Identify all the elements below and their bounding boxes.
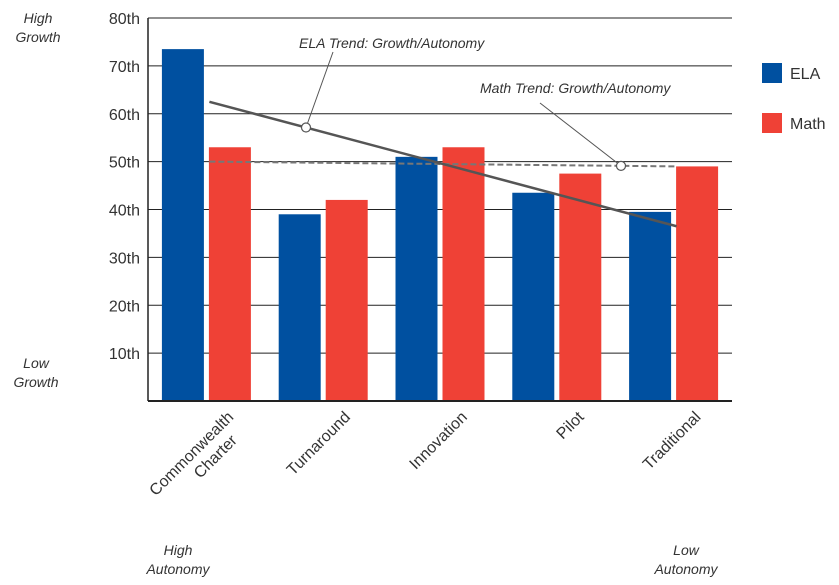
low-growth-annotation: Low Growth — [13, 355, 58, 390]
legend-swatch-math — [762, 113, 782, 133]
ela-trend-label: ELA Trend: Growth/Autonomy — [299, 35, 485, 51]
x-tick-label: Turnaround — [284, 409, 354, 479]
bar-ela — [629, 211, 672, 401]
x-tick-label: CommonwealthCharter — [147, 409, 251, 513]
low-autonomy-annotation-line: Low — [673, 542, 700, 558]
ela-trend-marker — [300, 122, 312, 133]
x-tick-label-line: Innovation — [407, 409, 471, 473]
high-growth-annotation-line: Growth — [15, 29, 60, 45]
math-trend-label: Math Trend: Growth/Autonomy — [480, 80, 671, 96]
y-tick-label: 70th — [109, 59, 140, 76]
y-tick-label: 60th — [109, 107, 140, 124]
x-tick-label: Innovation — [407, 409, 471, 473]
low-growth-annotation-line: Low — [23, 355, 50, 371]
bar-ela — [512, 192, 555, 401]
x-tick-label-line: Traditional — [640, 409, 704, 473]
bar-math — [208, 147, 251, 401]
bar-ela — [161, 49, 204, 402]
low-autonomy-annotation: Low Autonomy — [653, 542, 718, 577]
bar-ela — [395, 156, 438, 401]
math-trend-marker — [615, 160, 627, 171]
x-tick-label: Traditional — [640, 409, 704, 473]
bar-ela — [278, 214, 321, 401]
y-tick-label: 50th — [109, 155, 140, 172]
high-autonomy-annotation-line: Autonomy — [145, 561, 210, 577]
math-trend-leader — [539, 102, 622, 167]
math-trend-line — [209, 160, 677, 168]
legend-label-math: Math — [790, 116, 826, 133]
high-autonomy-annotation: High Autonomy — [145, 542, 210, 577]
high-growth-annotation-line: High — [24, 10, 53, 26]
x-tick-label-line: Pilot — [554, 408, 588, 442]
y-tick-label: 10th — [109, 346, 140, 363]
ela-trend-leader — [305, 51, 334, 128]
high-growth-annotation: High Growth — [15, 10, 60, 45]
high-autonomy-annotation-line: High — [164, 542, 193, 558]
legend-label-ela: ELA — [790, 66, 821, 83]
ela-trend-line — [209, 100, 677, 228]
x-tick-label: Pilot — [554, 408, 588, 442]
bar-math — [676, 166, 719, 401]
x-tick-label-line: Turnaround — [284, 409, 354, 479]
bar-math — [559, 173, 602, 401]
bar-math — [442, 147, 485, 401]
low-autonomy-annotation-line: Autonomy — [653, 561, 718, 577]
low-growth-annotation-line: Growth — [13, 374, 58, 390]
y-tick-label: 40th — [109, 203, 140, 220]
y-tick-label: 20th — [109, 298, 140, 315]
bar-math — [325, 199, 368, 401]
legend-swatch-ela — [762, 63, 782, 83]
y-tick-label: 30th — [109, 250, 140, 267]
y-tick-label: 80th — [109, 11, 140, 28]
